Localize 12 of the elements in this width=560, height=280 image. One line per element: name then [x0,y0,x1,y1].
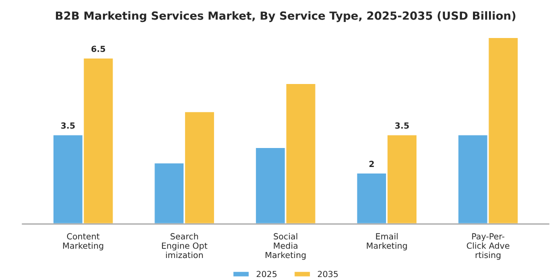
x-tick-label: Content Marketing [63,233,104,250]
x-tick-label: Social Media Marketing [266,233,306,260]
data-label: 3.5 [61,122,75,129]
x-tick-label: Pay-Per- Click Adve rtising [466,233,510,260]
legend-label: 2025 [256,270,277,278]
legend-label: 2035 [318,270,338,278]
data-label: 2 [369,160,374,167]
data-label: 6.5 [91,46,106,52]
x-tick-label: Search Engine Opt imization [162,233,208,258]
data-label: 3.5 [395,122,409,129]
chart-title: B2B Marketing Services Market, By Service Type, 2025-2035 (USD Billion) [56,11,516,22]
x-tick-label: Email Marketing [366,233,407,250]
